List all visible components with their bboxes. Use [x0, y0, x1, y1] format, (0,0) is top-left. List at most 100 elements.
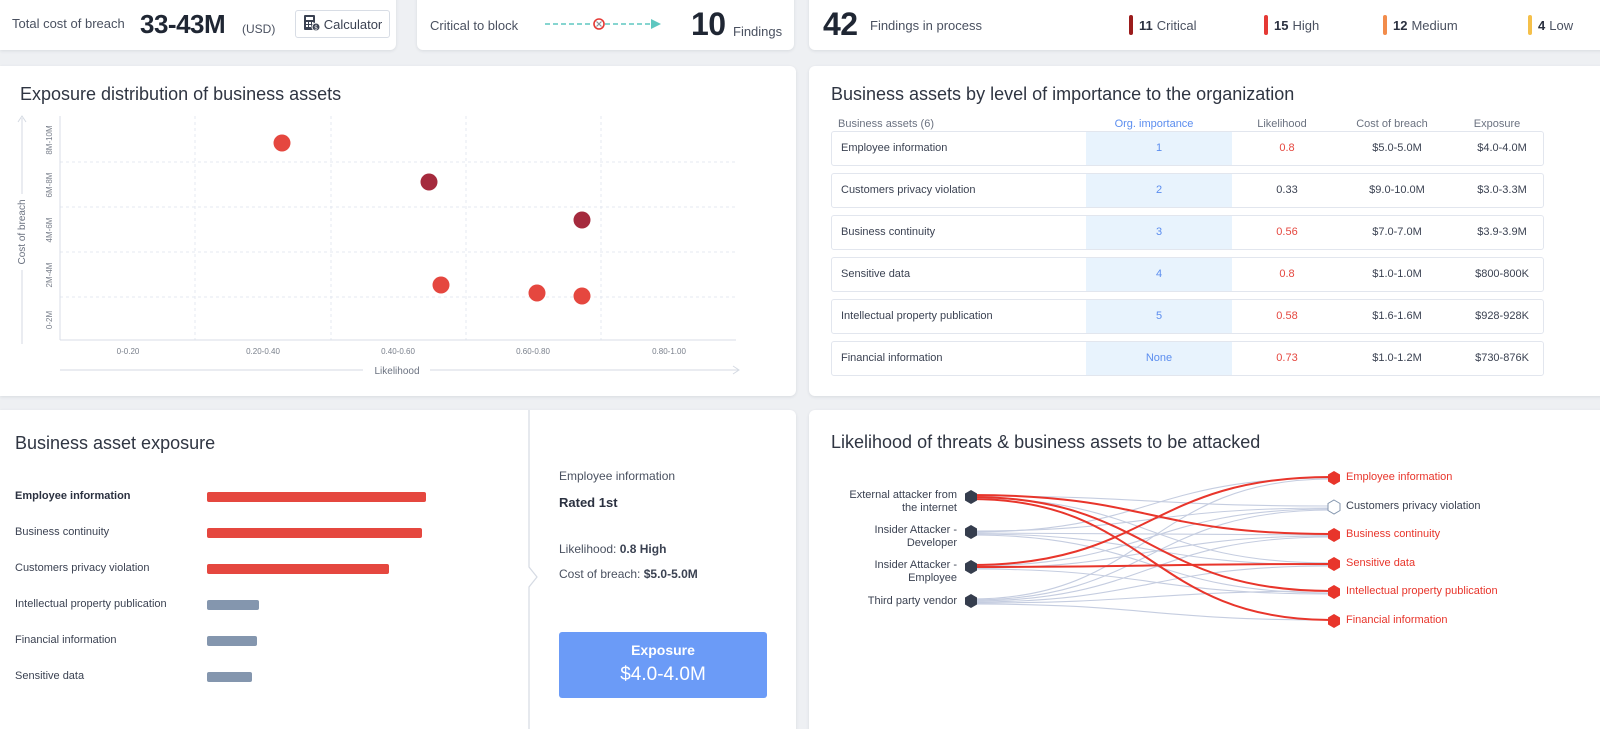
threat-source-employee[interactable]: Insider Attacker - Employee — [874, 559, 957, 585]
severity-critical[interactable]: 11 Critical — [1129, 15, 1196, 35]
medium-label-text: Medium — [1411, 17, 1458, 33]
asset-target-label[interactable]: Sensitive data — [1346, 557, 1416, 569]
x-axis-label: Likelihood — [374, 366, 419, 377]
asset-name: Business continuity — [841, 226, 936, 238]
exposure-item-label[interactable]: Sensitive data — [15, 670, 85, 682]
calculator-icon: $ — [303, 14, 321, 35]
svg-text:4M-6M: 4M-6M — [45, 217, 54, 242]
likelihood: 0.73 — [1276, 352, 1298, 364]
detail-divider — [528, 410, 538, 729]
scatter-point — [573, 287, 591, 305]
medium-count-text: 12 — [1393, 17, 1408, 33]
table-row[interactable]: Sensitive data 4 0.8 $1.0-1.0M $800-800K — [831, 257, 1544, 292]
asset-node-icon — [1327, 499, 1341, 515]
source-label-line: Insider Attacker - — [874, 559, 957, 571]
exposure: $730-876K — [1475, 352, 1529, 364]
exposure: $3.9-3.9M — [1477, 226, 1527, 238]
scatter-point — [420, 173, 438, 191]
critical-count-text: 11 — [1139, 17, 1153, 33]
likelihood-label: Likelihood: — [559, 542, 617, 556]
cost-of-breach: $1.0-1.2M — [1372, 352, 1422, 364]
asset-target-label[interactable]: Intellectual property publication — [1346, 585, 1498, 597]
col-header-importance[interactable]: Org. importance — [1114, 118, 1194, 130]
exposure-bar[interactable] — [207, 492, 426, 502]
exposure: $800-800K — [1475, 268, 1529, 280]
col-header-asset: Business assets (6) — [838, 118, 934, 130]
asset-node-icon — [1328, 471, 1340, 485]
org-importance: 2 — [1086, 174, 1232, 207]
threat-sankey-chart — [965, 471, 1341, 628]
org-importance: 4 — [1086, 258, 1232, 291]
calculator-button[interactable]: $ Calculator — [295, 10, 390, 38]
likelihood-value: 0.8 High — [619, 542, 667, 556]
exposure-bar[interactable] — [207, 672, 252, 682]
exposure-item-label[interactable]: Business continuity — [15, 526, 110, 538]
detail-asset-name: Employee information — [559, 469, 676, 483]
exposure-bar[interactable] — [207, 528, 422, 538]
svg-text:0.80-1.00: 0.80-1.00 — [652, 347, 686, 356]
cost-of-breach: $1.0-1.0M — [1372, 268, 1422, 280]
asset-name: Employee information — [841, 142, 948, 154]
org-importance: 3 — [1086, 216, 1232, 249]
exposure-summary-box: Exposure $4.0-4.0M — [559, 632, 767, 698]
critical-color-bar — [1129, 15, 1133, 35]
critical-count: 10 — [691, 6, 726, 42]
col-header-exposure[interactable]: Exposure — [1473, 118, 1521, 130]
table-row[interactable]: Financial information None 0.73 $1.0-1.2… — [831, 341, 1544, 376]
svg-text:0.40-0.60: 0.40-0.60 — [381, 347, 415, 356]
asset-target-label[interactable]: Employee information — [1346, 471, 1453, 483]
asset-node-icon — [1328, 585, 1340, 599]
asset-name: Sensitive data — [841, 268, 911, 280]
threat-source-external[interactable]: External attacker from the internet — [849, 489, 957, 515]
total-cost-unit: (USD) — [242, 22, 276, 36]
source-label-line: Developer — [906, 537, 957, 549]
source-label-line: Third party vendor — [867, 595, 957, 607]
exposure-bar[interactable] — [207, 636, 257, 646]
asset-name: Financial information — [841, 352, 943, 364]
asset-target-label[interactable]: Customers privacy violation — [1346, 500, 1481, 512]
threat-source-vendor[interactable]: Third party vendor — [868, 595, 957, 608]
severity-low[interactable]: 4 Low — [1528, 15, 1573, 35]
business-asset-exposure-panel: Business asset exposure Employee informa… — [0, 410, 796, 729]
svg-text:0.20-0.40: 0.20-0.40 — [246, 347, 280, 356]
org-importance: 1 — [1086, 132, 1232, 165]
asset-node-icon — [1328, 528, 1340, 542]
cost-of-breach: $7.0-7.0M — [1372, 226, 1422, 238]
table-row[interactable]: Business continuity 3 0.56 $7.0-7.0M $3.… — [831, 215, 1544, 250]
threat-node-icon — [965, 490, 977, 504]
table-row[interactable]: Employee information 1 0.8 $5.0-5.0M $4.… — [831, 131, 1544, 166]
cost-of-breach: $5.0-5.0M — [1372, 142, 1422, 154]
table-row[interactable]: Customers privacy violation 2 0.33 $9.0-… — [831, 173, 1544, 208]
threat-source-developer[interactable]: Insider Attacker - Developer — [874, 524, 957, 550]
high-label-text: High — [1292, 17, 1320, 33]
findings-in-process-card: 42 Findings in process 11 Critical 15 Hi… — [809, 0, 1600, 50]
exposure-bar[interactable] — [207, 564, 389, 574]
col-header-cost[interactable]: Cost of breach — [1356, 118, 1428, 130]
asset-target-label[interactable]: Financial information — [1346, 614, 1448, 626]
col-header-likelihood[interactable]: Likelihood — [1257, 118, 1307, 130]
severity-medium[interactable]: 12 Medium — [1383, 15, 1458, 35]
critical-to-block-card[interactable]: Critical to block 10 Findings — [417, 0, 794, 50]
svg-text:0-2M: 0-2M — [45, 311, 54, 330]
cost-value: $5.0-5.0M — [643, 567, 698, 581]
svg-text:8M-10M: 8M-10M — [45, 125, 54, 155]
severity-high[interactable]: 15 High — [1264, 15, 1319, 35]
attack-path-block-icon — [545, 16, 665, 37]
table-row[interactable]: Intellectual property publication 5 0.58… — [831, 299, 1544, 334]
table-title: Business assets by level of importance t… — [831, 84, 1295, 104]
asset-target-label[interactable]: Business continuity — [1346, 528, 1441, 540]
source-label-line: Employee — [908, 572, 957, 584]
exposure-item-label[interactable]: Financial information — [15, 634, 117, 646]
exposure-bar[interactable] — [207, 600, 259, 610]
y-axis-label: Cost of breach — [17, 199, 28, 264]
exposure-item-label[interactable]: Intellectual property publication — [15, 598, 167, 610]
findings-label: Findings in process — [870, 18, 982, 33]
cost-of-breach: $1.6-1.6M — [1372, 310, 1422, 322]
exposure-item-label[interactable]: Employee information — [15, 490, 131, 502]
threats-likelihood-panel: Likelihood of threats & business assets … — [809, 410, 1600, 729]
svg-text:0-0.20: 0-0.20 — [117, 347, 140, 356]
likelihood: 0.33 — [1276, 184, 1298, 196]
cost-of-breach: $9.0-10.0M — [1369, 184, 1425, 196]
exposure-item-label[interactable]: Customers privacy violation — [15, 562, 150, 574]
source-label-line: External attacker from — [849, 489, 957, 501]
